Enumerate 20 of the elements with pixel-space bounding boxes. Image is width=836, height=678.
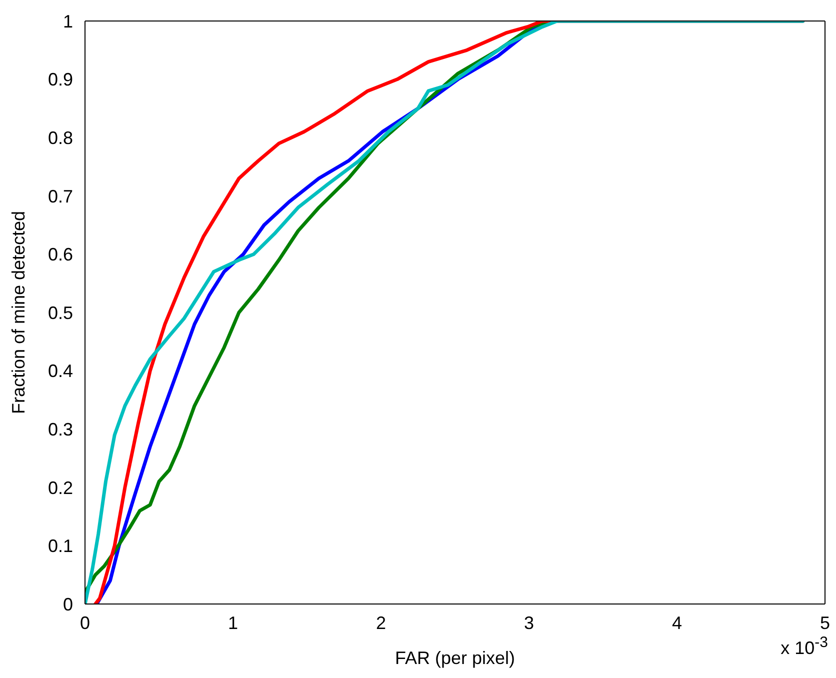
- y-tick-label: 0.7: [48, 186, 73, 206]
- y-tick-label: 0.4: [48, 361, 73, 382]
- y-tick-label: 0.3: [48, 419, 73, 440]
- text: x 10$^{-3}$: [780, 634, 828, 659]
- y-tick-label: 1: [62, 11, 73, 32]
- y-tick-label: 0.5: [48, 302, 73, 323]
- x-tick-label: 5: [820, 612, 830, 633]
- y-tick-label: 0.9: [48, 70, 73, 90]
- y-tick-label: 0: [62, 594, 73, 614]
- x-tick-label: 2: [376, 612, 386, 633]
- y-tick-label: 0.8: [48, 128, 73, 148]
- y-tick-label: 0.2: [48, 478, 73, 498]
- x-axis-title: FAR (per pixel): [394, 648, 516, 668]
- y-tick-label: 0.1: [48, 536, 73, 556]
- x-tick-label: 0: [80, 612, 90, 633]
- x-tick-label: 4: [672, 612, 682, 633]
- x-tick-label: 3: [524, 612, 534, 633]
- y-tick-label: 0.6: [48, 244, 73, 265]
- x-tick-label: 1: [228, 612, 238, 633]
- y-axis-title: Fraction of mine detected: [8, 210, 28, 414]
